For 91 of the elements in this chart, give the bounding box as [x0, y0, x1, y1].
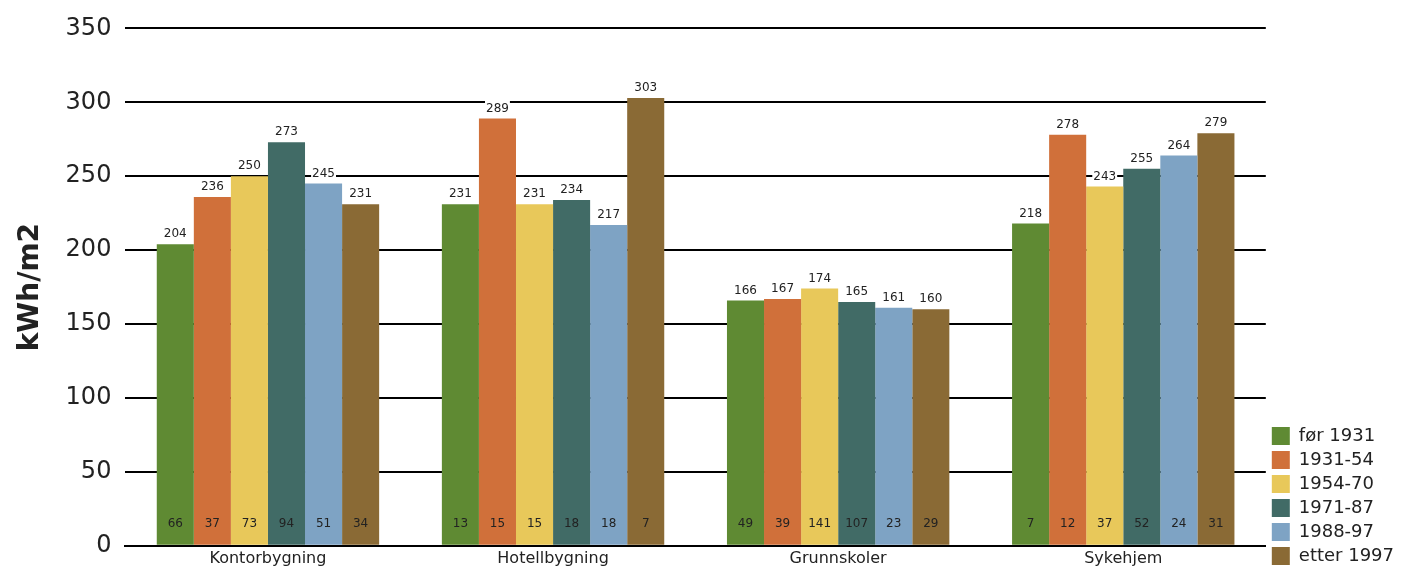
data-label: 217: [597, 207, 621, 222]
bar: [590, 225, 628, 545]
x-tick-label: Sykehjem: [1084, 547, 1163, 567]
legend-label: før 1931: [1298, 423, 1376, 445]
bar: [627, 97, 665, 545]
annotation: 51: [315, 515, 332, 530]
bar: [553, 199, 591, 545]
bar: [764, 298, 802, 545]
y-tick-label: 250: [65, 160, 112, 189]
data-label: 255: [1130, 150, 1154, 165]
data-label: 289: [486, 100, 509, 115]
data-label: 167: [771, 281, 795, 296]
data-label: 278: [1056, 116, 1080, 131]
data-label: 161: [882, 289, 906, 304]
annotation: 52: [1134, 515, 1150, 530]
y-tick-label: 200: [65, 234, 112, 263]
data-label: 160: [919, 291, 943, 306]
annotation: 18: [563, 515, 580, 530]
x-tick-label: Hotellbygning: [497, 547, 609, 567]
bar: [267, 142, 306, 545]
legend-label: etter 1997: [1298, 543, 1395, 565]
bar: [156, 244, 194, 545]
data-label: 303: [634, 80, 658, 94]
data-label: 204: [163, 226, 187, 241]
annotation: 37: [1097, 515, 1113, 530]
data-label: 231: [448, 186, 472, 201]
annotation: 31: [1208, 515, 1224, 530]
bar: [1049, 134, 1087, 545]
legend-label: 1988-97: [1298, 519, 1375, 541]
data-label: 174: [808, 270, 832, 285]
data-label: 231: [523, 186, 546, 201]
y-tick-label: 300: [65, 86, 112, 115]
bar: [726, 300, 765, 545]
legend-label: 1931-54: [1298, 447, 1375, 469]
data-label: 264: [1167, 137, 1191, 152]
annotation: 34: [352, 515, 369, 530]
data-label: 273: [275, 124, 298, 139]
annotation: 15: [526, 515, 543, 530]
annotation: 23: [886, 515, 902, 530]
y-axis-title: kWh/m2: [12, 222, 46, 352]
annotation: 37: [204, 515, 220, 530]
annotation: 66: [167, 515, 183, 530]
data-label: 243: [1093, 168, 1117, 183]
x-tick-label: Grunnskoler: [789, 547, 888, 567]
bar: [1160, 155, 1198, 545]
data-label: 234: [560, 182, 584, 197]
legend-label: 1971-87: [1298, 495, 1375, 517]
bar: [1012, 223, 1050, 545]
annotation: 49: [737, 515, 754, 530]
data-label: 279: [1204, 115, 1228, 130]
bar: [1086, 186, 1124, 545]
data-label: 250: [237, 158, 261, 173]
legend-label: 1954-70: [1298, 471, 1375, 493]
bar: [801, 288, 839, 545]
bar: [875, 307, 913, 545]
bar: [230, 176, 268, 545]
bar: [1123, 168, 1161, 545]
bar: [342, 204, 380, 545]
annotation: 7: [1026, 515, 1035, 530]
data-label: 231: [349, 186, 373, 201]
annotation: 29: [923, 515, 939, 530]
bar: [478, 118, 516, 545]
y-tick-label: 50: [80, 456, 112, 485]
y-tick-label: 350: [65, 12, 112, 41]
annotation: 15: [489, 515, 506, 530]
annotation: 141: [808, 515, 832, 530]
bar: [305, 183, 343, 545]
annotation: 12: [1060, 515, 1076, 530]
bar: [193, 196, 231, 545]
annotation: 73: [241, 515, 258, 530]
annotation: 7: [641, 515, 650, 530]
bar: [441, 204, 479, 545]
data-label: 236: [200, 179, 224, 194]
data-label: 166: [734, 282, 757, 297]
annotation: 107: [845, 515, 869, 530]
y-tick-label: 0: [96, 530, 112, 559]
annotation: 18: [601, 515, 617, 530]
data-label: 218: [1019, 205, 1043, 220]
annotation: 24: [1171, 515, 1187, 530]
bar: [912, 309, 950, 545]
annotation: 13: [452, 515, 469, 530]
annotation: 94: [278, 515, 295, 530]
data-label: 165: [845, 284, 869, 299]
bar: [516, 204, 554, 545]
bar: [1197, 133, 1235, 545]
x-tick-label: Kontorbygning: [209, 547, 327, 567]
bar: [838, 301, 876, 545]
y-tick-label: 150: [65, 308, 112, 337]
y-tick-label: 100: [65, 382, 112, 411]
annotation: 39: [774, 515, 791, 530]
data-label: 245: [312, 165, 336, 180]
